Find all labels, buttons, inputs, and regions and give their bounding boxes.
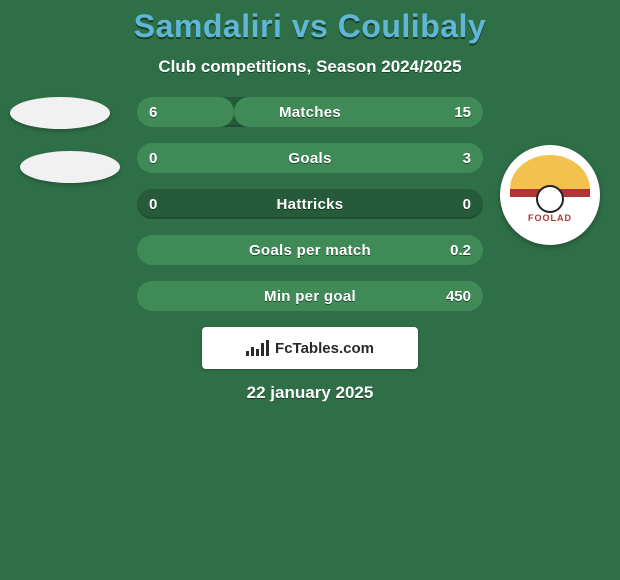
page-title: Samdaliri vs Coulibaly <box>0 8 620 45</box>
row-value-right: 15 <box>454 97 471 127</box>
row-label: Hattricks <box>277 196 344 213</box>
comparison-row: Hattricks 0 0 <box>137 189 483 219</box>
comparison-row: Matches 6 15 <box>137 97 483 127</box>
row-label: Matches <box>279 104 341 121</box>
row-value-left: 0 <box>149 143 157 173</box>
row-fill-right <box>234 97 483 127</box>
row-label: Goals <box>288 150 331 167</box>
row-label: Goals per match <box>249 242 371 259</box>
row-label: Min per goal <box>264 288 356 305</box>
infographic-card: Samdaliri vs Coulibaly Club competitions… <box>0 0 620 580</box>
row-value-right: 3 <box>463 143 471 173</box>
comparison-row: Goals per match 0.2 <box>137 235 483 265</box>
source-brand-text: FcTables.com <box>275 340 374 357</box>
row-value-left: 6 <box>149 97 157 127</box>
soccer-ball-icon <box>536 185 564 213</box>
player-avatar-left-2 <box>20 151 120 183</box>
bar-chart-icon <box>246 340 269 356</box>
comparison-row: Goals 0 3 <box>137 143 483 173</box>
club-badge-right: FOOLAD <box>500 145 600 245</box>
row-value-right: 0 <box>463 189 471 219</box>
comparison-rows: Matches 6 15 Goals 0 3 Hattricks 0 0 Goals per ma… <box>137 97 483 311</box>
row-value-left: 0 <box>149 189 157 219</box>
comparison-area: FOOLAD Matches615Goals03Hattricks00Goals… <box>0 97 620 311</box>
footer-date: 22 january 2025 <box>0 383 620 403</box>
club-badge-text: FOOLAD <box>500 213 600 223</box>
row-value-right: 0.2 <box>450 235 471 265</box>
player-avatar-left-1 <box>10 97 110 129</box>
page-subtitle: Club competitions, Season 2024/2025 <box>0 57 620 77</box>
source-badge: FcTables.com <box>202 327 418 369</box>
club-badge-top-stripe <box>510 155 590 189</box>
comparison-row: Min per goal 450 <box>137 281 483 311</box>
row-value-right: 450 <box>446 281 471 311</box>
